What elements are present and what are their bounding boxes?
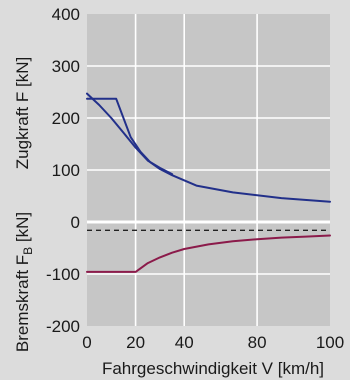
y-axis-label-top: Zugkraft F [kN] (13, 57, 32, 169)
y-axis-label-bottom-main: Bremskraft F (13, 255, 32, 352)
x-tick-label: 40 (175, 333, 194, 352)
y-tick-labels: 400 300 200 100 0 -100 -200 (46, 5, 80, 336)
grid (87, 14, 330, 326)
y-tick-label: -100 (46, 265, 80, 284)
y-tick-label: 300 (52, 57, 80, 76)
y-tick-label: 400 (52, 5, 80, 24)
series-group (86, 92, 331, 273)
y-axis-label-bottom: Bremskraft FB [kN] (13, 212, 35, 352)
y-axis-label-bottom-unit: [kN] (13, 212, 32, 247)
series-line-3 (86, 234, 331, 273)
x-tick-label: 0 (82, 333, 91, 352)
x-tick-label: 100 (316, 333, 344, 352)
y-tick-label: 0 (71, 213, 80, 232)
x-tick-label: 20 (126, 333, 145, 352)
y-tick-label: 100 (52, 161, 80, 180)
x-tick-labels: 0 20 40 80 100 (82, 333, 344, 352)
x-tick-label: 80 (248, 333, 267, 352)
y-tick-label: 200 (52, 109, 80, 128)
y-tick-label: -200 (46, 317, 80, 336)
x-axis-label: Fahrgeschwindigkeit V [km/h] (102, 359, 324, 378)
series-line-2 (86, 92, 174, 176)
y-axis-label-bottom-sub: B (21, 247, 35, 255)
